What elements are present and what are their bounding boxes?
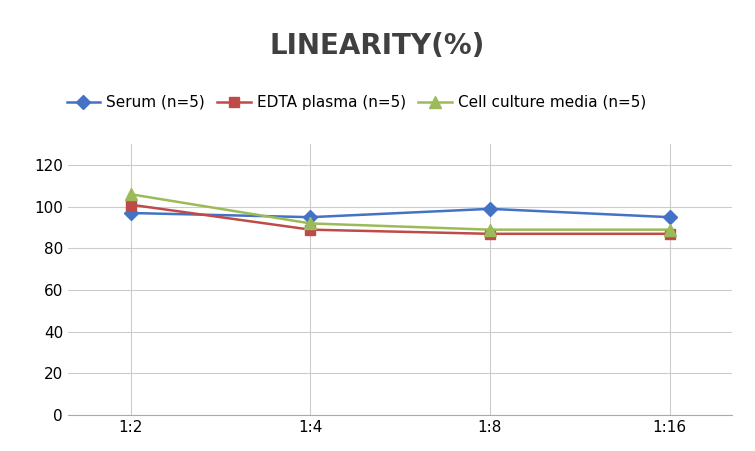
Text: LINEARITY(%): LINEARITY(%) — [270, 32, 485, 60]
Legend: Serum (n=5), EDTA plasma (n=5), Cell culture media (n=5): Serum (n=5), EDTA plasma (n=5), Cell cul… — [60, 89, 652, 116]
